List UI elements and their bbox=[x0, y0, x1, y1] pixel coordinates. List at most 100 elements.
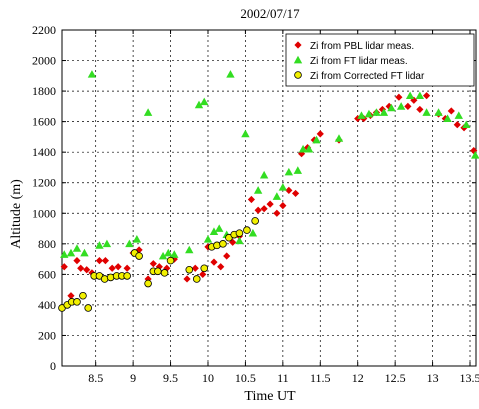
legend-marker bbox=[293, 55, 303, 64]
data-point bbox=[123, 264, 131, 272]
data-point bbox=[379, 108, 389, 116]
x-tick-label: 8.5 bbox=[88, 371, 103, 385]
data-point bbox=[101, 257, 110, 265]
data-point bbox=[285, 186, 293, 194]
axis-ticks: 8.5 9 9.5 10 10.5 11 11.5 12 12.5 13 13.5 0 200 400 60… bbox=[32, 23, 479, 385]
data-point bbox=[422, 92, 431, 100]
data-point bbox=[164, 248, 173, 257]
data-point bbox=[298, 144, 308, 153]
data-point bbox=[405, 91, 415, 100]
data-point bbox=[410, 96, 418, 104]
data-point bbox=[194, 100, 204, 109]
data-point bbox=[415, 91, 425, 100]
data-point bbox=[273, 209, 281, 217]
data-point bbox=[422, 108, 431, 116]
x-axis-title: Time UT bbox=[244, 389, 296, 404]
data-point bbox=[334, 134, 344, 142]
data-point bbox=[470, 147, 478, 155]
data-point bbox=[266, 200, 274, 208]
data-point bbox=[260, 205, 268, 213]
data-point bbox=[73, 257, 81, 265]
data-point bbox=[434, 108, 443, 116]
data-point bbox=[241, 129, 250, 138]
data-point bbox=[185, 265, 194, 274]
x-tick-label: 13 bbox=[427, 371, 439, 385]
data-point bbox=[132, 235, 142, 243]
data-point bbox=[215, 224, 224, 232]
data-point bbox=[84, 304, 93, 312]
data-point bbox=[95, 241, 104, 249]
data-point bbox=[185, 245, 194, 254]
data-point bbox=[385, 102, 393, 110]
data-point bbox=[203, 235, 213, 243]
data-point bbox=[293, 166, 303, 174]
data-point bbox=[447, 107, 455, 115]
y-tick-label: 2200 bbox=[32, 23, 56, 37]
data-point bbox=[95, 257, 104, 265]
data-point bbox=[297, 150, 306, 158]
legend-label: Zi from PBL lidar meas. bbox=[310, 41, 414, 52]
data-point bbox=[378, 105, 387, 114]
x-tick-label: 12 bbox=[352, 371, 364, 385]
data-point bbox=[259, 170, 269, 179]
data-point bbox=[209, 227, 219, 235]
x-tick-label: 13.5 bbox=[460, 371, 479, 385]
y-tick-label: 0 bbox=[50, 359, 56, 373]
data-point bbox=[123, 272, 131, 280]
data-point bbox=[149, 260, 157, 268]
data-point bbox=[125, 239, 134, 248]
y-tick-label: 1000 bbox=[32, 206, 56, 220]
data-point bbox=[247, 195, 256, 204]
data-point bbox=[192, 275, 201, 283]
y-tick-label: 1800 bbox=[32, 84, 56, 98]
y-axis-title: Altitude (m) bbox=[9, 179, 24, 249]
data-point bbox=[166, 256, 175, 265]
data-point bbox=[372, 108, 381, 116]
data-point bbox=[443, 114, 452, 122]
series-3 bbox=[58, 217, 259, 312]
data-point bbox=[312, 135, 321, 144]
data-point bbox=[396, 102, 406, 110]
data-point bbox=[303, 144, 312, 152]
y-tick-label: 2000 bbox=[32, 54, 56, 68]
data-point bbox=[66, 248, 76, 257]
data-point bbox=[416, 105, 424, 114]
data-point bbox=[223, 252, 231, 260]
data-point bbox=[87, 70, 97, 78]
data-point bbox=[217, 263, 225, 271]
legend-marker bbox=[294, 71, 302, 79]
y-tick-label: 800 bbox=[38, 237, 56, 251]
data-point bbox=[454, 111, 463, 119]
data-point bbox=[80, 248, 89, 257]
data-point bbox=[200, 97, 209, 106]
data-point bbox=[83, 266, 91, 274]
data-point bbox=[219, 240, 227, 248]
data-point bbox=[357, 111, 366, 119]
legend-label: Zi from Corrected FT lidar bbox=[310, 71, 425, 82]
data-points bbox=[58, 70, 479, 312]
data-point bbox=[102, 239, 112, 248]
data-point bbox=[158, 251, 168, 260]
data-point bbox=[108, 264, 116, 272]
data-point bbox=[183, 275, 191, 283]
plot-frame bbox=[61, 29, 477, 367]
x-tick-label: 10.5 bbox=[235, 371, 256, 385]
data-point bbox=[404, 102, 412, 110]
legend-box bbox=[285, 33, 475, 87]
x-tick-label: 9.5 bbox=[163, 371, 178, 385]
data-point bbox=[73, 298, 81, 306]
data-point bbox=[291, 189, 300, 198]
data-point bbox=[79, 291, 87, 300]
data-point bbox=[60, 263, 68, 271]
legend: Zi from PBL lidar meas. Zi from FT lidar … bbox=[285, 33, 475, 87]
data-point bbox=[251, 217, 259, 225]
data-point bbox=[226, 70, 235, 78]
data-point bbox=[253, 186, 263, 194]
data-point bbox=[235, 229, 244, 237]
data-point bbox=[114, 263, 122, 271]
data-point bbox=[316, 130, 324, 138]
data-point bbox=[284, 167, 294, 176]
data-point bbox=[248, 228, 258, 237]
data-point bbox=[243, 226, 251, 234]
data-point bbox=[163, 264, 171, 272]
